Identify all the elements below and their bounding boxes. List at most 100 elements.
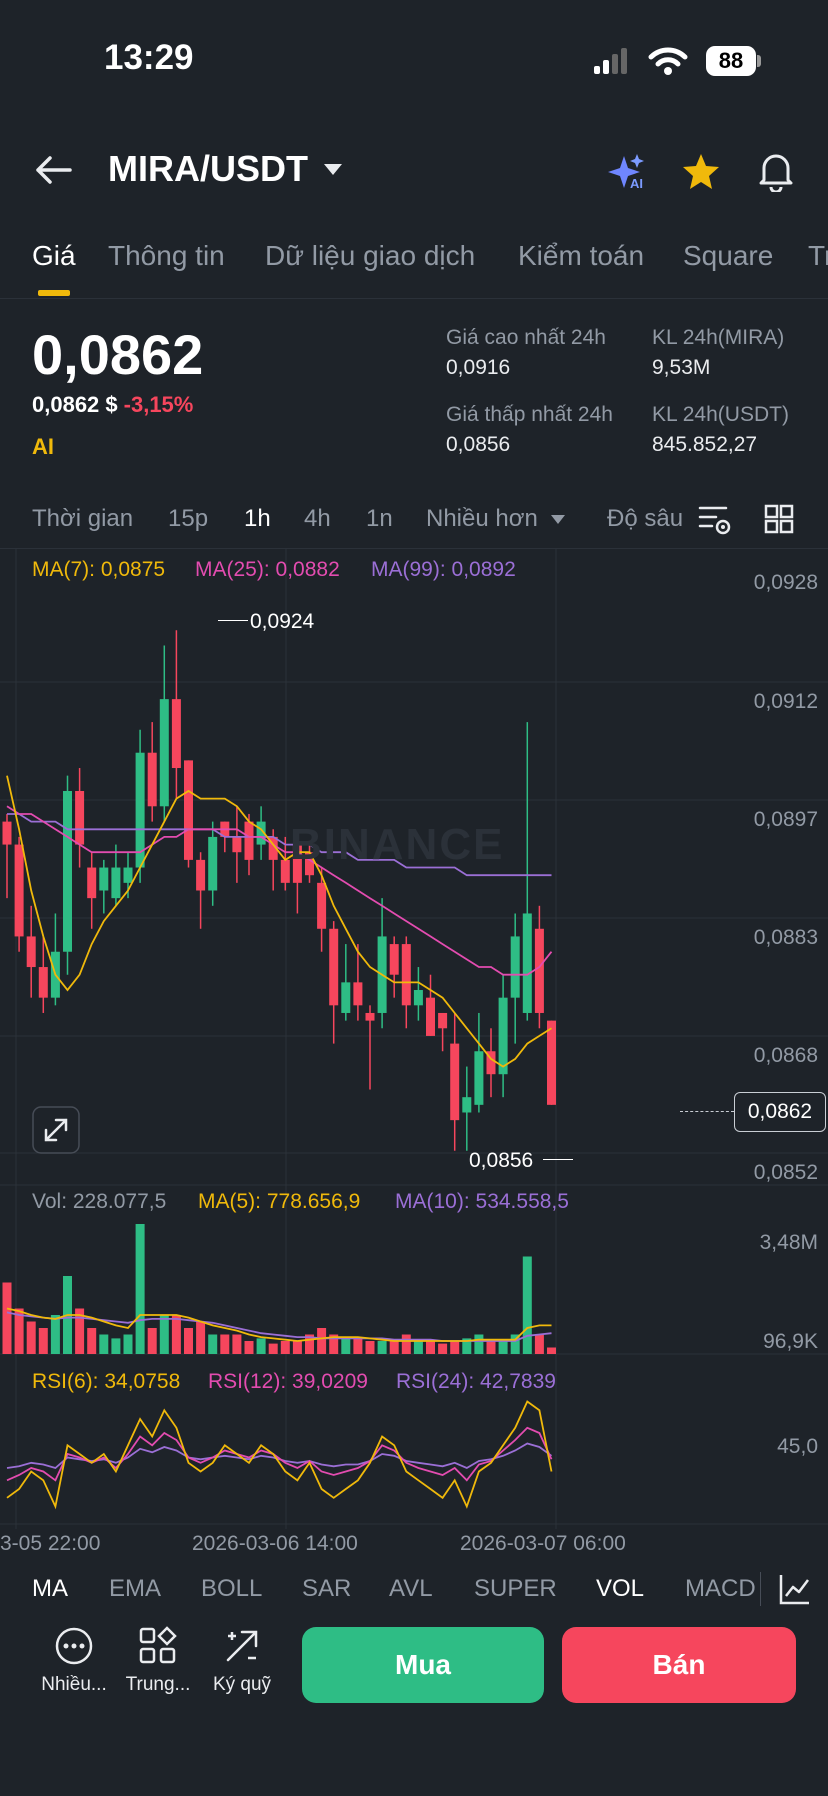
- ma25-legend: MA(25): 0,0882: [195, 558, 340, 581]
- timeframe-4h[interactable]: 4h: [304, 505, 331, 532]
- caret-down-icon[interactable]: [322, 162, 344, 178]
- volume-bar: [14, 1308, 24, 1354]
- sell-button[interactable]: Bán: [562, 1627, 796, 1703]
- margin-icon[interactable]: [222, 1626, 262, 1666]
- timeframe-more[interactable]: Nhiều hơn: [426, 505, 538, 532]
- volume-bar: [413, 1341, 423, 1354]
- low-24h-label: Giá thấp nhất 24h: [446, 403, 613, 426]
- candle-body: [401, 944, 411, 1006]
- volume-bar: [401, 1334, 411, 1354]
- favorite-star-icon[interactable]: [680, 152, 722, 192]
- candle-body: [547, 1020, 556, 1105]
- candle-body: [292, 844, 302, 883]
- tab-trading-data[interactable]: Dữ liệu giao dịch: [265, 240, 476, 271]
- indicator-avl[interactable]: AVL: [389, 1575, 433, 1602]
- indicator-sar[interactable]: SAR: [302, 1575, 352, 1602]
- price-chart[interactable]: [0, 549, 828, 1529]
- candle-body: [426, 997, 435, 1036]
- volume-bar: [450, 1341, 460, 1354]
- indicator-super[interactable]: SUPER: [474, 1575, 557, 1602]
- indicator-vol[interactable]: VOL: [596, 1575, 645, 1602]
- timeframe-15p[interactable]: 15p: [168, 505, 209, 532]
- candle-body: [208, 836, 218, 891]
- nav-center-label[interactable]: Trung...: [125, 1674, 191, 1695]
- nav-margin-label[interactable]: Ký quỹ: [212, 1674, 272, 1695]
- indicator-ma[interactable]: MA: [32, 1575, 68, 1602]
- timeframe-label[interactable]: Thời gian: [32, 505, 134, 532]
- volume-bar: [341, 1338, 351, 1354]
- grid-layout-icon[interactable]: [764, 504, 794, 534]
- svg-text:AI: AI: [630, 176, 643, 190]
- buy-button[interactable]: Mua: [302, 1627, 544, 1703]
- last-price-dashed-line: [680, 1111, 734, 1112]
- candle-body: [147, 752, 157, 807]
- volume-bar: [353, 1338, 363, 1354]
- candle-body: [111, 867, 121, 899]
- timeframe-1n[interactable]: 1n: [366, 505, 393, 532]
- volume-bar: [50, 1315, 60, 1354]
- depth-tab[interactable]: Độ sâu: [607, 505, 683, 532]
- volume-bar: [111, 1338, 121, 1354]
- rsi-axis-label: 45,0: [777, 1435, 818, 1458]
- more-caret-icon: [551, 515, 565, 524]
- candle-body: [438, 1012, 448, 1029]
- candle-body: [317, 882, 327, 929]
- volume-bar: [486, 1341, 496, 1354]
- candle-body: [522, 913, 532, 1013]
- candle-body: [123, 867, 133, 883]
- candle-body: [498, 997, 508, 1075]
- high-annotation-line: [218, 620, 248, 621]
- tab-more-cut[interactable]: Tr: [808, 240, 828, 271]
- candle-body: [365, 1012, 375, 1021]
- candle-body: [280, 859, 290, 883]
- indicator-boll[interactable]: BOLL: [201, 1575, 263, 1602]
- chart-top-divider: [0, 548, 828, 549]
- indicator-macd[interactable]: MACD: [685, 1575, 756, 1602]
- vol-axis-label: 96,9K: [763, 1330, 818, 1353]
- volume-bar: [184, 1328, 193, 1354]
- candle-body: [38, 967, 48, 998]
- volume-bar: [305, 1334, 314, 1354]
- trading-center-icon[interactable]: [138, 1626, 178, 1666]
- pair-title[interactable]: MIRA/USDT: [108, 148, 308, 189]
- volume-bar: [171, 1315, 181, 1354]
- indicator-settings-icon[interactable]: [778, 1572, 812, 1606]
- indicator-ema[interactable]: EMA: [109, 1575, 162, 1602]
- volume-bar: [474, 1334, 484, 1354]
- high-24h-value: 0,0916: [446, 356, 511, 379]
- last-price: 0,0862: [32, 323, 204, 386]
- ma7-line: [6, 775, 552, 1068]
- ma99-legend: MA(99): 0,0892: [371, 558, 516, 581]
- tab-audit[interactable]: Kiểm toán: [518, 240, 645, 271]
- expand-chart-icon[interactable]: [32, 1106, 80, 1154]
- candle-body: [486, 1051, 496, 1075]
- tab-square[interactable]: Square: [683, 240, 774, 271]
- ma99-line: [7, 813, 552, 877]
- volume-bar: [99, 1334, 109, 1354]
- timeframe-1h[interactable]: 1h: [244, 505, 271, 532]
- back-arrow-icon[interactable]: [34, 154, 74, 186]
- candle-body: [244, 821, 254, 860]
- rsi-lines: [6, 1400, 553, 1510]
- price-axis-label: 0,0852: [753, 1161, 818, 1184]
- candle-body: [534, 928, 544, 1013]
- ai-sparkle-icon[interactable]: AI: [606, 152, 650, 190]
- price-axis-label: 0,0928: [753, 571, 818, 594]
- candle-body: [232, 836, 242, 853]
- ai-tag[interactable]: AI: [32, 434, 54, 459]
- volume-bar: [426, 1341, 435, 1354]
- nav-more-label[interactable]: Nhiều...: [41, 1674, 107, 1695]
- candle-body: [159, 699, 169, 807]
- candle-body: [268, 836, 278, 860]
- volume-bar: [268, 1343, 278, 1354]
- chart-settings-icon[interactable]: [698, 504, 732, 536]
- tab-info[interactable]: Thông tin: [108, 240, 225, 271]
- time-axis-label: 2026-03-06 14:00: [192, 1532, 358, 1555]
- more-options-icon[interactable]: [54, 1626, 94, 1666]
- notification-bell-icon[interactable]: [756, 150, 796, 192]
- candle-body: [196, 859, 206, 891]
- vol-quote-label: KL 24h(USDT): [652, 403, 789, 426]
- price-axis-label: 0,0883: [753, 926, 818, 949]
- time-axis-label: 2026-03-07 06:00: [460, 1532, 626, 1555]
- tab-price[interactable]: Giá: [32, 240, 76, 271]
